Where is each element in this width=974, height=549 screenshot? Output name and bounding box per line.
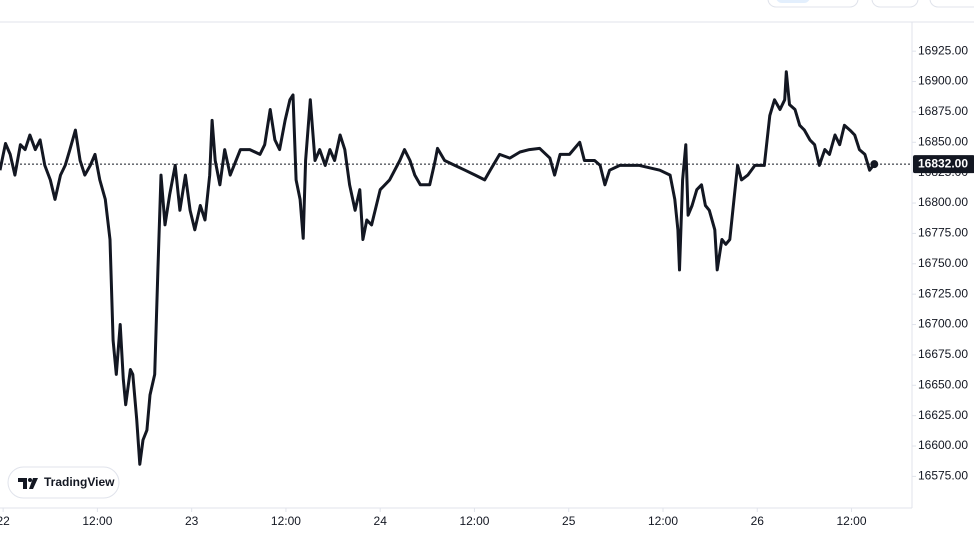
y-tick-label: 16775.00 (918, 226, 968, 240)
watermark[interactable]: TradingView (7, 466, 120, 499)
x-tick-label: 12:00 (82, 514, 112, 528)
last-point (870, 160, 879, 169)
x-tick-label: 22 (0, 514, 10, 528)
y-tick-label: 16750.00 (918, 256, 968, 270)
x-tick-label: 24 (374, 514, 388, 528)
watermark-text: TradingView (44, 475, 115, 489)
y-tick-label: 16850.00 (918, 134, 968, 148)
price-line (0, 70, 876, 466)
watermark-pill[interactable] (7, 466, 120, 499)
watermark-logo (18, 478, 27, 489)
y-tick-label: 16600.00 (918, 438, 968, 452)
x-tick-label: 26 (751, 514, 765, 528)
watermark-logo (29, 478, 38, 489)
y-tick-label: 16725.00 (918, 286, 968, 300)
last-price-label: 16832.00 (918, 156, 968, 170)
last-price-badge (913, 155, 974, 174)
y-tick-label: 16650.00 (918, 377, 968, 391)
x-tick-label: 25 (562, 514, 576, 528)
toolbar-button-active (776, 0, 810, 3)
y-tick-label: 16875.00 (918, 104, 968, 118)
watermark-logo (28, 478, 32, 482)
y-tick-label: 16925.00 (918, 43, 968, 57)
plot-area (0, 70, 912, 466)
x-tick-label: 12:00 (836, 514, 866, 528)
x-tick-label: 12:00 (271, 514, 301, 528)
x-tick-label: 23 (185, 514, 199, 528)
x-tick-label: 12:00 (459, 514, 489, 528)
axes: 16575.00 16600.00 16625.00 16650.00 16675.00… (0, 43, 974, 528)
y-tick-label: 16675.00 (918, 347, 968, 361)
toolbar-button[interactable] (929, 0, 974, 8)
y-tick-label: 16800.00 (918, 195, 968, 209)
y-tick-label: 16700.00 (918, 317, 968, 331)
y-tick-label: 16625.00 (918, 408, 968, 422)
y-tick-label: 16575.00 (918, 469, 968, 483)
x-tick-label: 12:00 (648, 514, 678, 528)
toolbar-button[interactable] (871, 0, 919, 8)
y-tick-label: 16900.00 (918, 74, 968, 88)
